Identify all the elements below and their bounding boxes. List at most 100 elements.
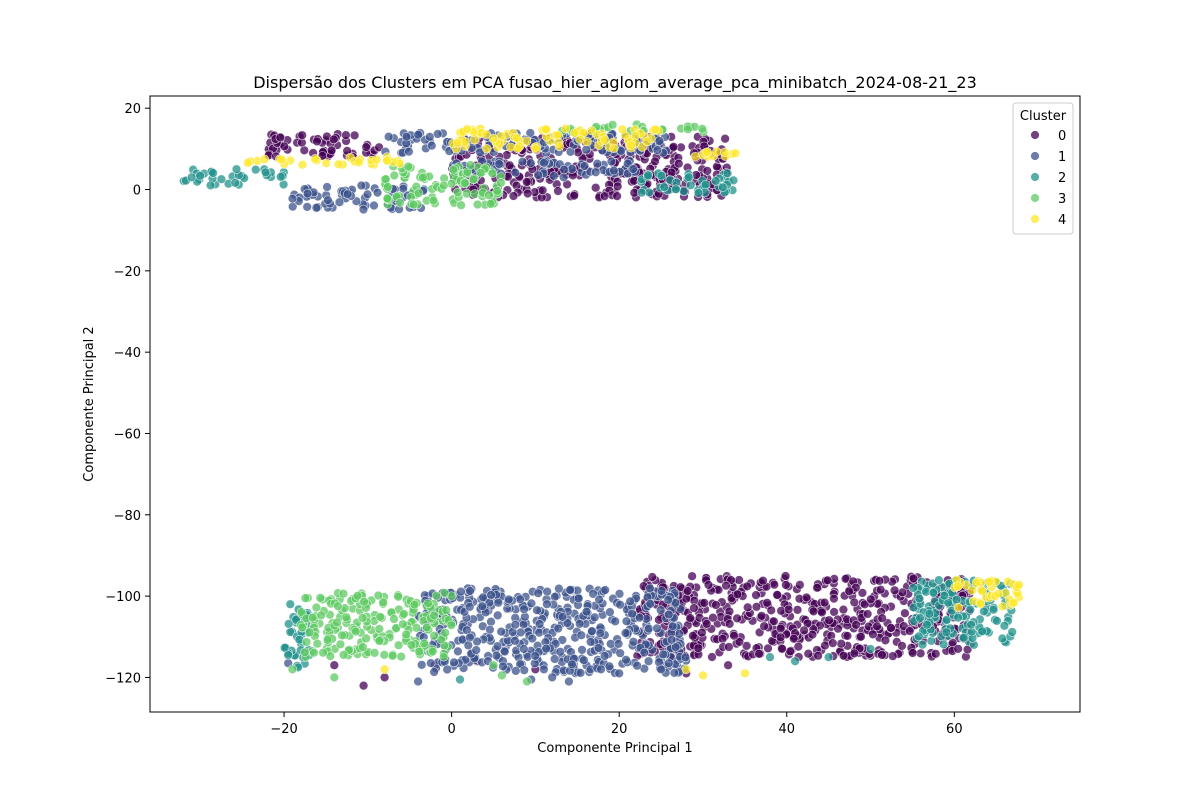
data-point <box>418 172 428 183</box>
data-point <box>393 591 403 602</box>
data-point <box>456 200 466 210</box>
data-point <box>851 620 861 630</box>
data-point <box>352 591 363 601</box>
data-point <box>300 647 310 657</box>
data-point <box>465 632 475 643</box>
data-point <box>539 664 549 674</box>
data-point <box>595 628 606 638</box>
data-point <box>446 620 456 630</box>
data-point <box>526 158 536 168</box>
data-point <box>799 625 809 636</box>
data-point <box>494 159 504 169</box>
data-point <box>953 612 963 623</box>
data-point <box>599 191 610 201</box>
data-point <box>493 610 503 621</box>
data-point <box>453 646 463 657</box>
data-point <box>371 155 382 165</box>
data-point <box>817 607 827 618</box>
data-point <box>712 161 722 172</box>
data-point <box>627 608 637 619</box>
x-axis: −20 0 20 40 60 <box>270 712 963 737</box>
legend-entries: 0 1 2 3 4 <box>1030 129 1066 228</box>
data-point <box>897 641 907 651</box>
data-point <box>403 161 413 172</box>
data-point <box>559 164 569 175</box>
data-point <box>652 145 663 155</box>
data-point <box>697 124 707 134</box>
data-point <box>656 586 667 596</box>
data-point <box>849 648 860 659</box>
data-point <box>605 607 615 617</box>
data-point <box>300 593 311 603</box>
data-point <box>329 660 339 670</box>
data-point <box>511 666 521 676</box>
data-point <box>401 629 411 640</box>
data-point <box>652 623 662 634</box>
data-point <box>512 133 522 143</box>
data-point <box>522 188 533 199</box>
data-point <box>589 612 600 622</box>
data-point <box>341 130 351 140</box>
data-point <box>375 612 385 622</box>
data-point <box>373 590 383 601</box>
legend-marker-0 <box>1030 130 1040 140</box>
data-point <box>433 129 443 139</box>
data-point <box>486 616 496 627</box>
data-point <box>411 623 422 633</box>
data-point <box>297 160 308 170</box>
data-point <box>620 628 631 638</box>
data-point <box>724 642 734 652</box>
data-point <box>615 648 625 658</box>
data-point <box>455 674 465 685</box>
data-point <box>243 158 253 168</box>
data-point <box>329 134 339 145</box>
data-point <box>579 655 589 665</box>
data-point <box>519 604 529 614</box>
data-point <box>838 650 849 661</box>
legend-marker-4 <box>1030 214 1040 224</box>
data-point <box>287 664 298 674</box>
data-point <box>643 656 654 666</box>
data-point <box>666 635 677 645</box>
data-point <box>440 628 450 638</box>
data-point <box>938 639 949 650</box>
data-point <box>844 586 854 596</box>
data-point <box>312 136 322 147</box>
data-point <box>549 654 560 664</box>
data-point <box>315 593 325 603</box>
data-point <box>687 571 697 581</box>
data-point <box>914 631 924 642</box>
data-point <box>521 177 532 187</box>
data-point <box>612 191 622 201</box>
data-point <box>857 588 868 598</box>
data-point <box>577 645 587 655</box>
data-point <box>333 159 344 169</box>
data-point <box>379 672 390 683</box>
data-point <box>838 604 849 615</box>
data-point <box>780 571 791 581</box>
data-point <box>395 198 405 208</box>
data-point <box>612 181 623 192</box>
data-point <box>216 174 227 184</box>
y-tick-label: −40 <box>114 346 141 361</box>
data-point <box>283 650 293 660</box>
x-axis-label: Componente Principal 1 <box>537 741 692 756</box>
data-point <box>742 602 753 613</box>
data-point <box>510 619 520 630</box>
data-point <box>482 144 492 154</box>
data-point <box>967 585 977 596</box>
data-point <box>510 167 520 178</box>
data-point <box>321 158 331 168</box>
data-point <box>530 651 540 661</box>
data-point <box>533 170 543 180</box>
data-point <box>259 154 270 165</box>
data-point <box>702 147 712 157</box>
y-tick-label: −20 <box>114 265 141 280</box>
data-point <box>429 667 439 677</box>
data-point <box>379 664 390 674</box>
data-point <box>285 599 295 609</box>
data-point <box>808 606 819 617</box>
data-point <box>476 168 486 178</box>
